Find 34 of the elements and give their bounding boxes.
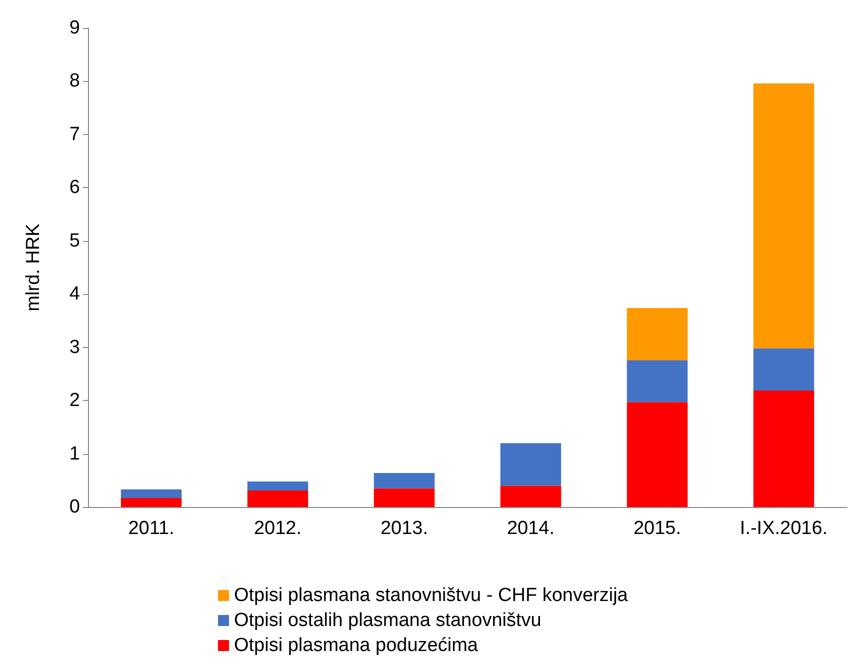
- bar: [374, 472, 435, 488]
- y-tick-label: 0: [69, 496, 80, 518]
- x-tick-label: 2011.: [128, 518, 174, 539]
- bar: [247, 490, 308, 507]
- bar: [247, 481, 308, 490]
- bar: [500, 486, 562, 507]
- bar: [500, 443, 562, 486]
- x-tick-label: 2012.: [254, 518, 302, 539]
- bar: [753, 83, 814, 348]
- y-tick-label: 4: [69, 284, 80, 305]
- bar: [753, 348, 814, 390]
- y-tick-label: 1: [69, 443, 80, 464]
- y-tick-label: 2: [69, 390, 80, 412]
- y-tick-label: 7: [69, 124, 80, 145]
- bar: [753, 390, 814, 507]
- y-tick-label: 9: [69, 18, 80, 38]
- legend-label: Otpisi ostalih plasmana stanovništvu: [234, 610, 542, 631]
- y-axis-title: mlrd. HRK: [23, 223, 44, 312]
- bar: [120, 489, 182, 498]
- bar: [626, 360, 688, 402]
- bar: [626, 402, 688, 507]
- bar: [626, 308, 688, 360]
- bar: [374, 488, 435, 507]
- x-tick-label: I.-IX.2016.: [740, 518, 828, 539]
- x-tick-label: 2015.: [633, 518, 682, 539]
- y-tick-label: 8: [69, 70, 80, 92]
- legend-label: Otpisi plasmana poduzećima: [234, 635, 478, 656]
- x-tick-label: 2013.: [380, 518, 428, 539]
- y-tick-label: 3: [69, 336, 80, 358]
- x-tick-label: 2014.: [506, 518, 555, 539]
- y-tick-label: 6: [69, 177, 80, 198]
- bar: [120, 498, 182, 507]
- y-tick-label: 5: [69, 230, 80, 252]
- legend-label: Otpisi plasmana stanovništvu - CHF konverzija: [234, 585, 628, 606]
